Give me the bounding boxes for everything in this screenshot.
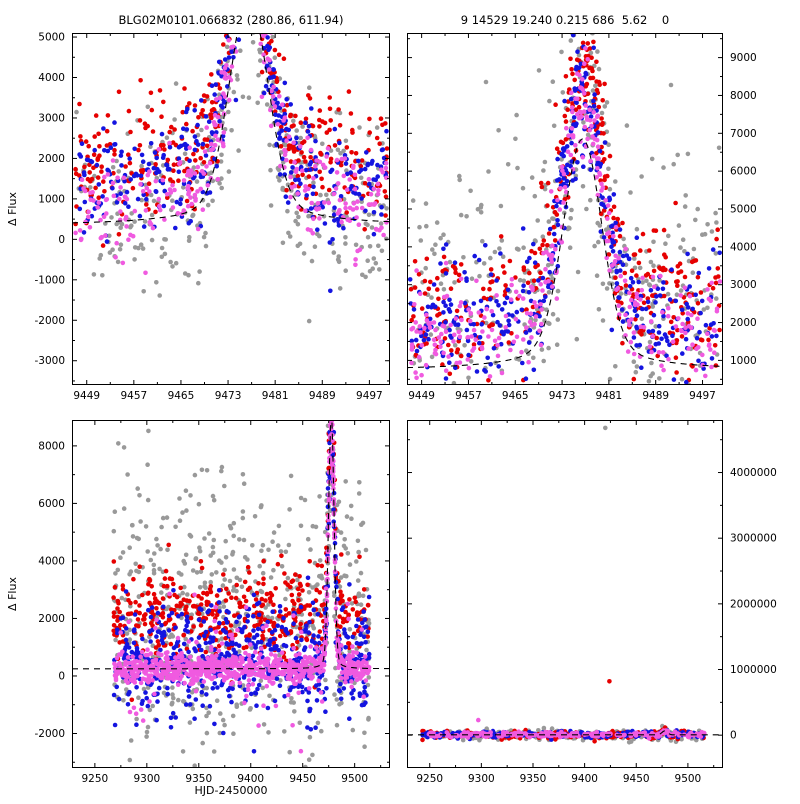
x-tick-label: 9481 [596,390,623,402]
x-tick-label: 9481 [262,390,289,402]
plot-area-top_right [407,28,723,391]
plot-area-bottom_right [407,426,723,745]
outlier-point [476,718,481,723]
y-tick-label: 4000 [38,555,65,567]
panel-top_left: 9449 9457 9465 9473 9481 9489 9497 -3000 -2000 -1… [34,13,390,402]
y-tick-label: 1000000 [730,664,777,676]
x-tick-label: 9473 [215,390,242,402]
title-top-left: BLG02M0101.066832 (280.86, 611.94) [118,13,343,27]
y-tick-label: 4000000 [730,467,777,479]
ticks [72,33,390,385]
axes-border [73,34,390,385]
axes-border [408,421,723,768]
y-tick-label: 1000 [730,355,757,367]
x-tick-label: 9497 [689,390,716,402]
x-tick-label: 9300 [468,773,495,785]
x-tick-label: 9500 [341,773,368,785]
y-tick-label: -1000 [34,274,65,286]
y-tick-label: 5000 [38,32,65,44]
x-tick-label: 9500 [675,773,702,785]
y-tick-label: -2000 [34,728,65,740]
title-top-right: 9 14529 19.240 0.215 686 5.62 0 [461,13,670,27]
y-tick-label: 3000 [38,112,65,124]
panels: 9449 9457 9465 9473 9481 9489 9497 -3000 -2000 -1… [34,13,776,785]
y-tick-label: 8000 [38,440,65,452]
y-tick-label: 8000 [730,90,757,102]
y-tick-label: 3000 [730,279,757,291]
y-tick-label: 9000 [730,52,757,64]
y-tick-label: 6000 [730,166,757,178]
y-tick-label: 0 [58,234,65,246]
x-tick-label: 9400 [571,773,598,785]
y-tick-label: 3000000 [730,533,777,545]
plot-area-top_left [72,13,390,323]
y-tick-label: 4000 [38,72,65,84]
y-tick-label: 0 [730,730,737,742]
y-tick-label: 7000 [730,128,757,140]
y-tick-label: 2000 [38,613,65,625]
x-tick-label: 9400 [237,773,264,785]
x-tick-label: 9457 [120,390,147,402]
x-tick-label: 9350 [185,773,212,785]
x-tick-label: 9465 [168,390,195,402]
x-tick-label: 9449 [73,390,100,402]
y-tick-label: 2000000 [730,598,777,610]
x-tick-label: 9473 [549,390,576,402]
y-tick-label: 5000 [730,204,757,216]
panel-bottom_left: 9250 9300 9350 9400 9450 9500 -2000 0 2000 4000 60… [34,414,390,785]
panel-top_right: 9449 9457 9465 9473 9481 9489 9497 1000 2000 3000… [407,28,757,402]
x-tick-label: 9450 [289,773,316,785]
x-tick-label: 9457 [455,390,482,402]
y-axis-label-top: Δ Flux [6,192,19,226]
panel-bottom_right: 9250 9300 9350 9400 9450 9500 0 1000000 2000000 3… [407,420,777,785]
y-tick-label: 2000 [38,153,65,165]
x-tick-label: 9497 [356,390,383,402]
y-tick-label: 2000 [730,317,757,329]
y-tick-label: -2000 [34,315,65,327]
x-tick-label: 9489 [309,390,336,402]
outlier-point [607,679,612,684]
x-tick-label: 9350 [520,773,547,785]
y-tick-label: 0 [58,670,65,682]
y-tick-label: 6000 [38,498,65,510]
x-tick-label: 9250 [81,773,108,785]
outlier-point [603,426,608,431]
x-tick-label: 9450 [623,773,650,785]
scatter-series-blue [408,33,722,385]
x-tick-label: 9250 [416,773,443,785]
x-tick-label: 9465 [502,390,529,402]
y-axis-label-bottom: Δ Flux [6,577,19,611]
ticks [407,420,723,768]
tick-labels: 9449 9457 9465 9473 9481 9489 9497 1000 2000 3000… [408,52,756,402]
x-tick-label: 9449 [408,390,435,402]
x-axis-label: HJD-2450000 [195,784,268,797]
y-tick-label: 1000 [38,193,65,205]
x-tick-label: 9300 [133,773,160,785]
x-tick-label: 9489 [642,390,669,402]
y-tick-label: 4000 [730,241,757,253]
y-tick-label: -3000 [34,355,65,367]
plot-area-bottom_left [72,414,390,771]
